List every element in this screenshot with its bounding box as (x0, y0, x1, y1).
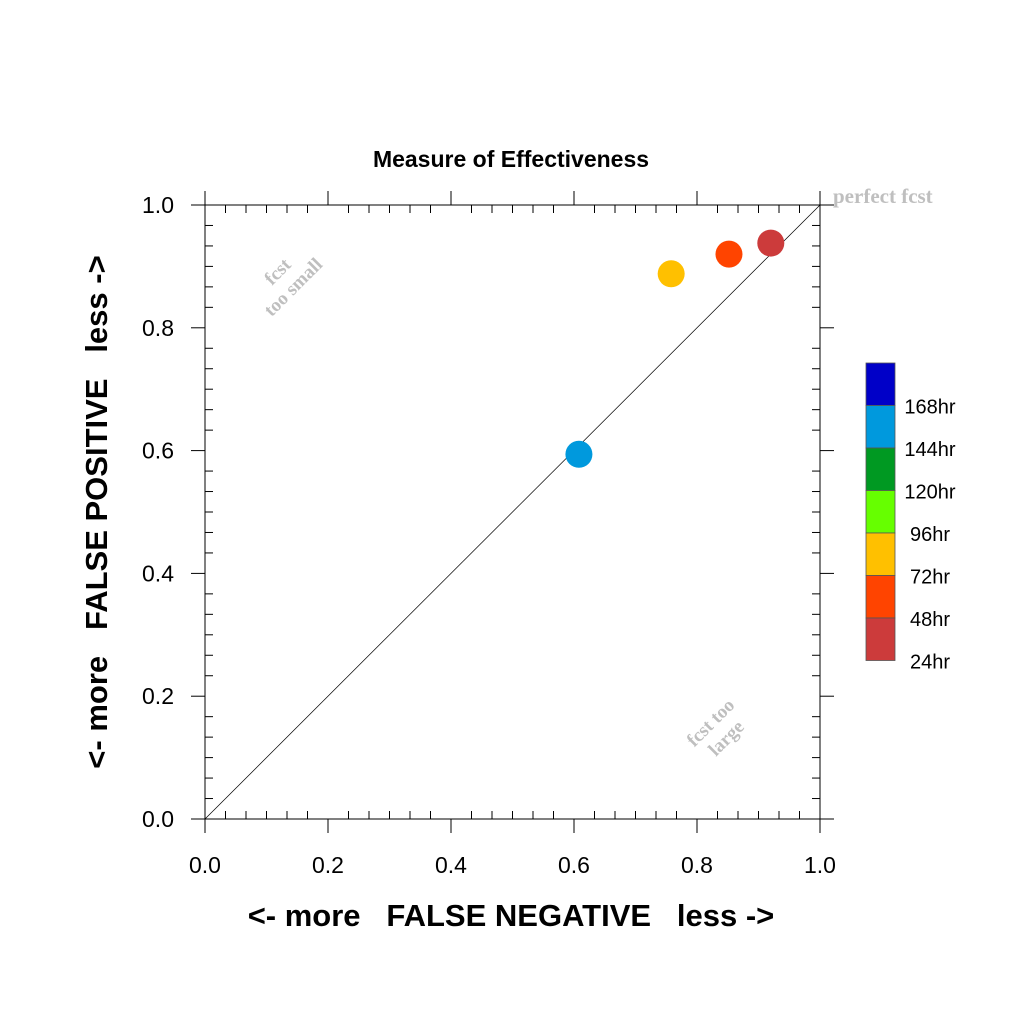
data-point-72hr (657, 260, 685, 288)
legend-swatch-96hr (865, 490, 896, 534)
x-tick-label: 0.8 (681, 852, 713, 878)
y-tick-label: 0.8 (142, 315, 174, 341)
y-axis-label: <- more FALSE POSITIVE less -> (79, 255, 114, 768)
data-point-48hr (715, 240, 743, 268)
legend-label-144hr: 144hr (904, 439, 955, 461)
chart-title: Measure of Effectiveness (373, 146, 649, 172)
legend-label-120hr: 120hr (904, 481, 955, 503)
y-tick-label: 0.6 (142, 438, 174, 464)
data-points (565, 229, 785, 468)
x-tick-label: 0.6 (558, 852, 590, 878)
plot-area: 0.0 0.2 0.4 0.6 0.8 1.0 0.0 0.2 0.4 0.6 0.8 1.0 (142, 191, 836, 878)
legend-label-48hr: 48hr (910, 609, 950, 631)
y-tick-label: 0.4 (142, 560, 174, 586)
x-tick-label: 1.0 (804, 852, 836, 878)
annotation-perfect-fcst: perfect fcst (833, 184, 933, 208)
data-point-24hr (757, 229, 785, 257)
x-tick-label: 0.4 (435, 852, 467, 878)
legend-label-96hr: 96hr (910, 524, 950, 546)
legend-swatch-144hr (865, 405, 896, 449)
legend: 168hr 144hr 120hr 96hr 72hr 48hr 24hr (865, 362, 956, 673)
annotation-too-large: fcst too large (683, 695, 749, 761)
legend-label-24hr: 24hr (910, 651, 950, 673)
legend-swatch-24hr (865, 617, 896, 661)
x-tick-label: 0.0 (189, 852, 221, 878)
legend-label-168hr: 168hr (904, 396, 955, 418)
legend-swatch-72hr (865, 532, 896, 576)
axis-tick-labels: 0.0 0.2 0.4 0.6 0.8 1.0 0.0 0.2 0.4 0.6 0.8 1.0 (142, 192, 836, 878)
legend-label-72hr: 72hr (910, 566, 950, 588)
legend-swatch-168hr (865, 362, 896, 406)
y-tick-label: 0.2 (142, 683, 174, 709)
x-tick-label: 0.2 (312, 852, 344, 878)
x-axis-label: <- more FALSE NEGATIVE less -> (248, 898, 775, 933)
annotation-too-small: fcst too small (260, 254, 327, 321)
data-point-144hr (565, 440, 593, 468)
y-tick-label: 1.0 (142, 192, 174, 218)
legend-swatch-120hr (865, 447, 896, 491)
legend-swatch-48hr (865, 575, 896, 619)
y-tick-label: 0.0 (142, 806, 174, 832)
diagonal-line (204, 204, 821, 820)
axis-ticks (191, 191, 834, 833)
